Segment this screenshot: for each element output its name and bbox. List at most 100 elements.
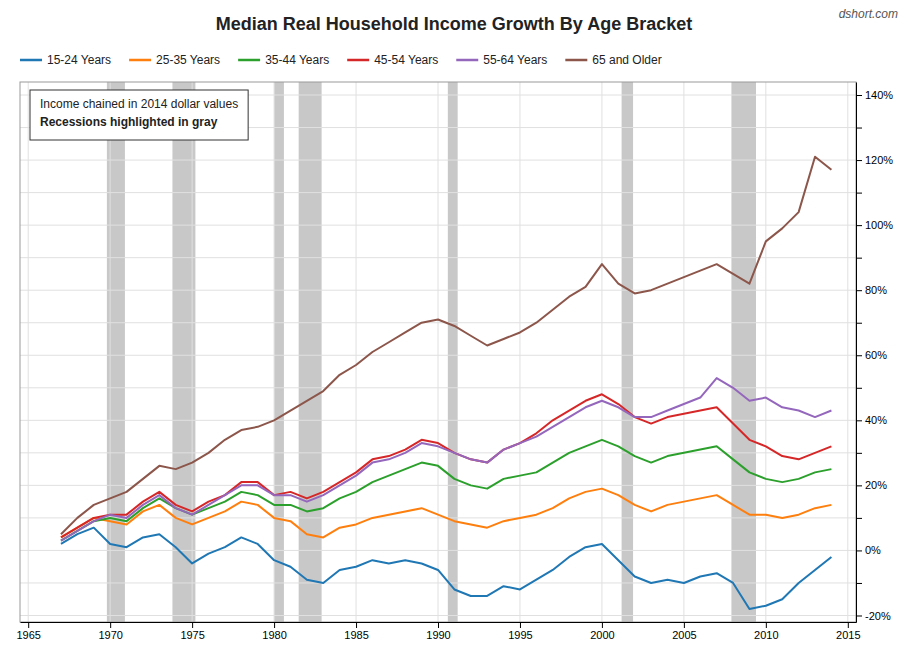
recession-band (622, 82, 633, 622)
x-tick-label: 2010 (754, 629, 778, 641)
y-tick-label: 100% (865, 219, 893, 231)
x-grid-line (356, 82, 357, 622)
grid (20, 82, 856, 622)
y-tick-mark (856, 95, 862, 96)
x-tick-mark (356, 622, 357, 628)
legend-label: 45-54 Years (374, 53, 438, 67)
annotation-box: Income chained in 2014 dollar valuesRece… (30, 90, 248, 140)
y-tick: 80% (856, 284, 887, 296)
y-tick-mark (856, 323, 862, 324)
legend-swatch (20, 59, 42, 62)
legend-item: 45-54 Years (347, 53, 438, 67)
y-tick (856, 258, 862, 259)
y-tick: 20% (856, 479, 887, 491)
y-tick-label: -20% (865, 610, 891, 622)
x-tick-mark (602, 622, 603, 628)
legend-swatch (347, 59, 369, 62)
y-tick-label: 80% (865, 284, 887, 296)
x-tick-label: 2015 (836, 629, 860, 641)
y-axis: -20%0%20%40%60%80%100%120%140% (856, 83, 893, 623)
y-tick-mark (856, 388, 862, 389)
y-tick (856, 388, 862, 389)
y-tick-label: 140% (865, 89, 893, 101)
series-line (61, 394, 831, 537)
x-tick-mark (766, 622, 767, 628)
y-tick-mark (856, 583, 862, 584)
y-tick-mark (856, 518, 862, 519)
y-tick-mark (856, 355, 862, 356)
x-tick-label: 2000 (590, 629, 614, 641)
x-grid-line (110, 82, 111, 622)
series-line (61, 489, 831, 538)
legend-label: 55-64 Years (483, 53, 547, 67)
recession-band (172, 82, 195, 622)
x-grid-line (192, 82, 193, 622)
recession-band (299, 82, 322, 622)
x-tick: 2010 (754, 622, 778, 641)
x-tick-mark (684, 622, 685, 628)
y-tick: 120% (856, 154, 893, 166)
x-tick: 1975 (180, 622, 204, 641)
recession-band (448, 82, 458, 622)
legend-item: 35-44 Years (238, 53, 329, 67)
x-tick: 1990 (426, 622, 450, 641)
x-tick-label: 1975 (180, 629, 204, 641)
legend-label: 25-35 Years (156, 53, 220, 67)
y-tick-mark (856, 193, 862, 194)
legend-item: 55-64 Years (456, 53, 547, 67)
x-grid-line (28, 82, 29, 622)
x-tick-mark (274, 622, 275, 628)
legend-item: 25-35 Years (129, 53, 220, 67)
x-tick: 1970 (98, 622, 122, 641)
y-tick (856, 323, 862, 324)
y-tick-mark (856, 128, 862, 129)
x-tick-mark (110, 622, 111, 628)
y-tick (856, 583, 862, 584)
recession-bands (107, 82, 756, 622)
y-tick (856, 128, 862, 129)
x-tick: 2015 (836, 622, 860, 641)
series-line (61, 378, 831, 541)
x-tick-label: 1965 (16, 629, 40, 641)
y-tick (856, 193, 862, 194)
x-tick-label: 1970 (98, 629, 122, 641)
x-tick: 2000 (590, 622, 614, 641)
y-tick (856, 518, 862, 519)
y-axis-line (856, 83, 857, 623)
legend: 15-24 Years 25-35 Years 35-44 Years 45-54 Y… (20, 53, 662, 67)
legend-item: 15-24 Years (20, 53, 111, 67)
legend-item: 65 and Older (565, 53, 661, 67)
legend-label: 15-24 Years (47, 53, 111, 67)
series-line (61, 157, 831, 534)
chart-title: Median Real Household Income Growth By A… (216, 14, 692, 34)
y-tick-mark (856, 290, 862, 291)
y-tick-label: 60% (865, 349, 887, 361)
legend-swatch (565, 59, 587, 62)
y-tick: -20% (856, 610, 891, 622)
recession-band (274, 82, 284, 622)
recession-band (731, 82, 756, 622)
x-tick-mark (192, 622, 193, 628)
y-tick: 100% (856, 219, 893, 231)
x-grid-line (438, 82, 439, 622)
y-tick-label: 40% (865, 414, 887, 426)
x-tick-label: 1990 (426, 629, 450, 641)
plot-frame (20, 82, 856, 622)
watermark: dshort.com (839, 7, 898, 21)
legend-swatch (129, 59, 151, 62)
legend-swatch (238, 59, 260, 62)
x-tick-mark (848, 622, 849, 628)
x-tick: 2005 (672, 622, 696, 641)
annotation: Income chained in 2014 dollar values (40, 97, 238, 111)
x-tick: 1985 (344, 622, 368, 641)
recession-band (107, 82, 125, 622)
y-tick-mark (856, 615, 862, 616)
x-tick-mark (520, 622, 521, 628)
y-tick: 40% (856, 414, 887, 426)
x-tick: 1995 (508, 622, 532, 641)
x-tick-label: 1985 (344, 629, 368, 641)
x-grid-line (847, 82, 848, 622)
x-grid-line (765, 82, 766, 622)
x-tick-mark (438, 622, 439, 628)
x-grid-line (601, 82, 602, 622)
